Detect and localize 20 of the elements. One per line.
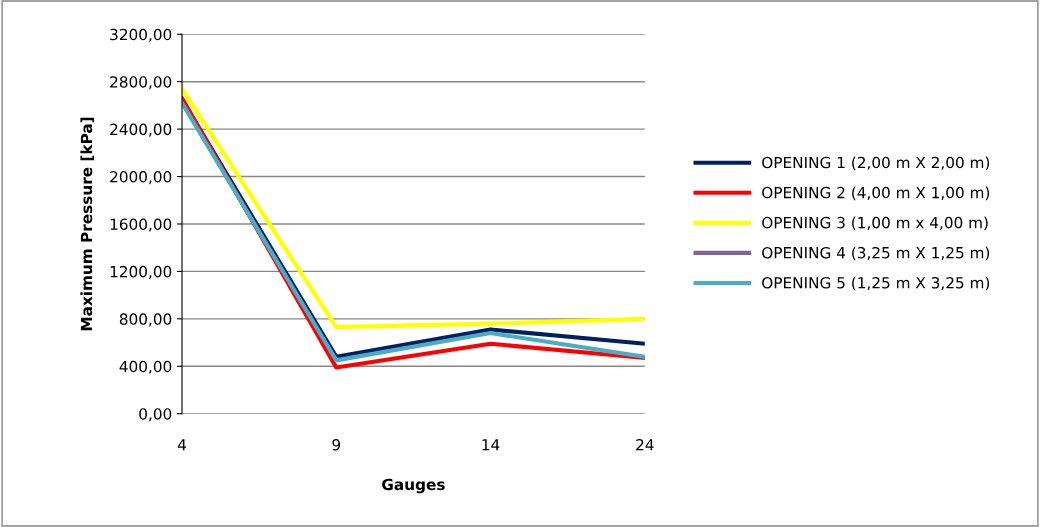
x-tick-label: 4	[177, 439, 186, 451]
y-axis-title: Maximum Pressure [kPa]	[80, 117, 95, 331]
x-tick-label: 9	[332, 438, 341, 451]
x-axis-title: Gauges	[382, 478, 445, 494]
x-tick-label: 24	[636, 438, 654, 451]
y-tick-label: 2800,00	[110, 76, 172, 90]
legend-label: OPENING 5 (1,25 m X 3,25 m)	[762, 276, 990, 291]
legend-label: OPENING 1 (2,00 m X 2,00 m)	[762, 156, 990, 171]
y-tick-label: 1600,00	[110, 218, 172, 232]
legend-label: OPENING 2 (4,00 m X 1,00 m)	[762, 186, 990, 201]
y-tick-label: 800,00	[119, 313, 172, 327]
y-tick-label: 400,00	[119, 360, 172, 374]
y-tick-label: 1200,00	[110, 265, 172, 279]
y-tick-label: 3200,00	[110, 28, 172, 42]
legend-label: OPENING 3 (1,00 m x 4,00 m)	[762, 216, 988, 231]
y-tick-label: 2000,00	[110, 171, 172, 185]
y-tick-label: 2400,00	[110, 123, 172, 137]
x-tick-label: 14	[482, 439, 500, 451]
legend-label: OPENING 4 (3,25 m X 1,25 m)	[762, 246, 990, 261]
y-tick-label: 0,00	[139, 408, 172, 422]
